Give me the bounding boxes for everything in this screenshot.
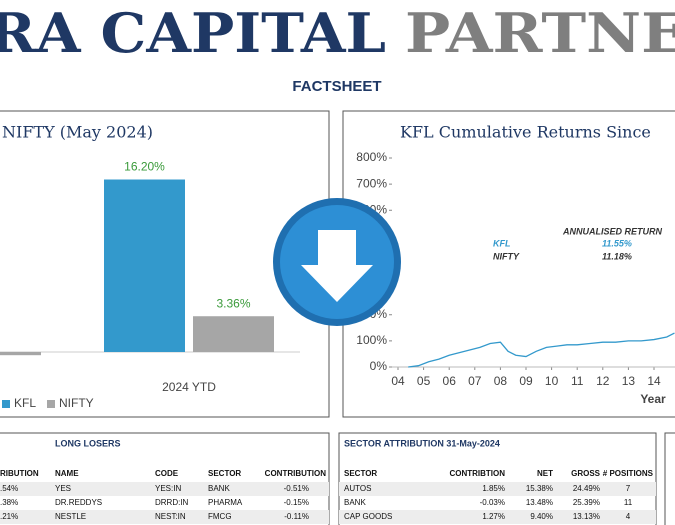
subtitle: FACTSHEET (292, 78, 381, 95)
row-stripe (339, 482, 656, 496)
category-label: 2024 YTD (162, 380, 216, 394)
table-cell: CAP GOODS (344, 512, 392, 521)
legend-swatch (47, 400, 55, 408)
x-tick-label: 12 (596, 374, 610, 388)
title-left: RA CAPITAL (0, 1, 386, 65)
table-cell: AUTOS (344, 484, 371, 493)
table-cell: 4 (626, 512, 631, 521)
table-cell: 13.13% (573, 512, 600, 521)
y-tick-label: 0% (370, 359, 388, 373)
table-cell: YES:IN (155, 484, 181, 493)
table-cell: .38% (0, 498, 18, 507)
table-cell: 15.38% (526, 484, 553, 493)
table-header: GROSS (571, 469, 601, 478)
x-tick-label: 09 (519, 374, 533, 388)
table-title: SECTOR ATTRIBUTION 31-May-2024 (344, 438, 500, 448)
title-right: PARTNE (405, 1, 675, 65)
table-cell: 7 (626, 484, 631, 493)
bar (104, 179, 185, 352)
annotation-name: KFL (493, 238, 511, 248)
table-title: LONG LOSERS (55, 438, 121, 448)
panel (664, 432, 675, 525)
table-cell: NEST:IN (155, 512, 186, 521)
x-tick-label: 05 (417, 374, 431, 388)
line (408, 332, 675, 368)
table-cell: -0.15% (284, 498, 309, 507)
legend-swatch (2, 400, 10, 408)
table-header: CONTRIBTION (449, 469, 505, 478)
x-axis-label: Year (640, 392, 666, 406)
annotation-value: 11.18% (602, 251, 632, 261)
table-header: SECTOR (344, 469, 377, 478)
row-stripe (0, 510, 329, 524)
table-cell: PHARMA (208, 498, 243, 507)
table-cell: 13.48% (526, 498, 553, 507)
annotation-value: 11.55% (602, 238, 632, 248)
x-tick-label: 10 (545, 374, 559, 388)
chart-title: KFL Cumulative Returns Since (400, 123, 651, 142)
value-label: 16.20% (124, 160, 165, 174)
legend-label: KFL (14, 396, 36, 410)
bar (0, 352, 41, 356)
table-cell: 24.49% (573, 484, 600, 493)
x-tick-label: 07 (468, 374, 482, 388)
table-cell: .21% (0, 512, 18, 521)
table-header: SECTOR (208, 469, 241, 478)
table-cell: 25.39% (573, 498, 600, 507)
table-cell: .54% (0, 484, 18, 493)
icon-arrow (301, 230, 373, 302)
table-cell: BANK (344, 498, 366, 507)
table-cell: 11 (624, 498, 633, 507)
y-tick-label: 100% (356, 333, 387, 347)
legend-label: NIFTY (59, 396, 94, 410)
table-cell: -0.11% (284, 512, 309, 521)
value-label: 3.36% (216, 296, 250, 310)
table-cell: BANK (208, 484, 230, 493)
table-cell: -0.51% (284, 484, 309, 493)
table-cell: DRRD:IN (155, 498, 189, 507)
table-header: NET (537, 469, 553, 478)
table-cell: -0.03% (480, 498, 505, 507)
table-cell: FMCG (208, 512, 232, 521)
download-icon[interactable] (273, 198, 401, 326)
table-cell: NESTLE (55, 512, 86, 521)
chart-title: NIFTY (May 2024) (2, 123, 153, 142)
table-cell: YES (55, 484, 71, 493)
annotation-name: NIFTY (493, 251, 520, 261)
row-stripe (0, 482, 329, 496)
row-stripe (339, 510, 656, 524)
y-tick-label: 800% (356, 150, 387, 164)
y-tick-label: 700% (356, 176, 387, 190)
table-cell: DR.REDDYS (55, 498, 102, 507)
table-header: CONTRIBUTION (265, 469, 327, 478)
x-tick-label: 06 (443, 374, 457, 388)
table-header: # POSITIONS (603, 469, 654, 478)
x-tick-label: 11 (571, 374, 584, 388)
x-tick-label: 13 (622, 374, 636, 388)
bar (193, 316, 274, 352)
table-cell: 1.85% (482, 484, 505, 493)
table-header: RIBUTION (0, 469, 39, 478)
table-header: CODE (155, 469, 179, 478)
annotation-heading: ANNUALISED RETURN (562, 226, 663, 236)
table-header: NAME (55, 469, 79, 478)
x-tick-label: 04 (391, 374, 405, 388)
table-cell: 1.27% (482, 512, 505, 521)
x-tick-label: 14 (647, 374, 661, 388)
x-tick-label: 08 (494, 374, 508, 388)
table-cell: 9.40% (530, 512, 553, 521)
